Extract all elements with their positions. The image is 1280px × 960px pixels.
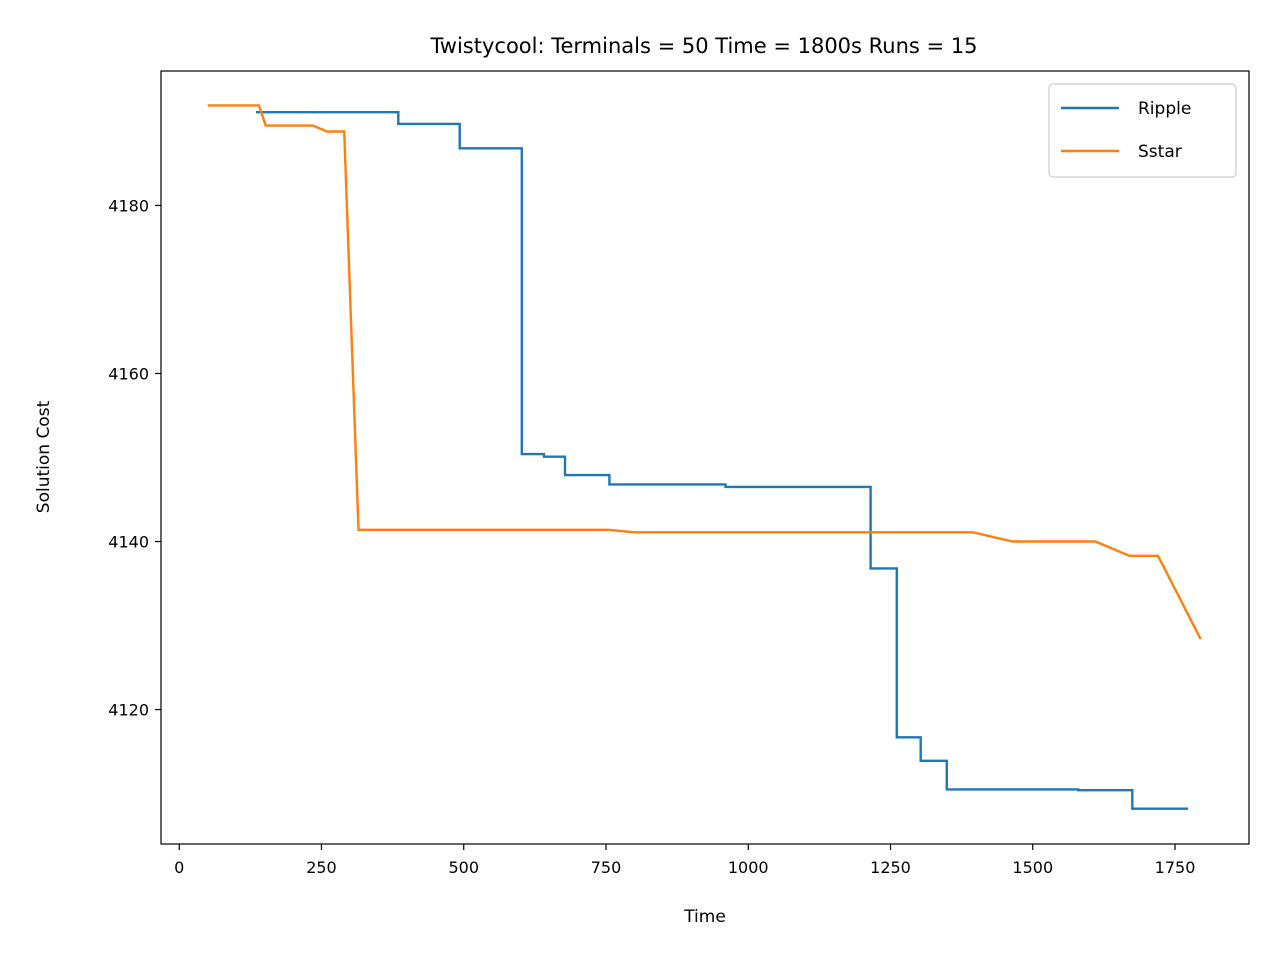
x-axis-label: Time — [683, 907, 726, 927]
x-tick-label: 750 — [591, 858, 622, 877]
axis-ticks: 0 250 500 750 1000 1250 1500 1750 4120 4140 4160 41… — [108, 196, 1195, 877]
legend-label-ripple: Ripple — [1138, 99, 1191, 119]
y-axis-label: Solution Cost — [34, 400, 54, 513]
chart-title: Twistycool: Terminals = 50 Time = 1800s … — [429, 34, 977, 58]
series-line-sstar — [207, 104, 1202, 640]
legend: Ripple Sstar — [1048, 83, 1237, 178]
x-tick-label: 1500 — [1012, 858, 1053, 877]
y-tick-label: 4140 — [108, 533, 149, 552]
x-tick-label: 1000 — [728, 858, 769, 877]
x-tick-label: 1250 — [870, 858, 911, 877]
y-tick-label: 4160 — [108, 364, 149, 383]
y-tick-label: 4180 — [108, 196, 149, 215]
legend-box — [1048, 83, 1237, 178]
x-tick-label: 500 — [448, 858, 479, 877]
plot-area — [207, 104, 1202, 810]
x-tick-label: 1750 — [1155, 858, 1196, 877]
series-line-ripple — [256, 111, 1189, 810]
legend-label-sstar: Sstar — [1138, 142, 1182, 162]
y-tick-label: 4120 — [108, 701, 149, 720]
plot-frame — [160, 70, 1250, 845]
x-tick-label: 0 — [174, 858, 184, 877]
x-tick-label: 250 — [306, 858, 337, 877]
